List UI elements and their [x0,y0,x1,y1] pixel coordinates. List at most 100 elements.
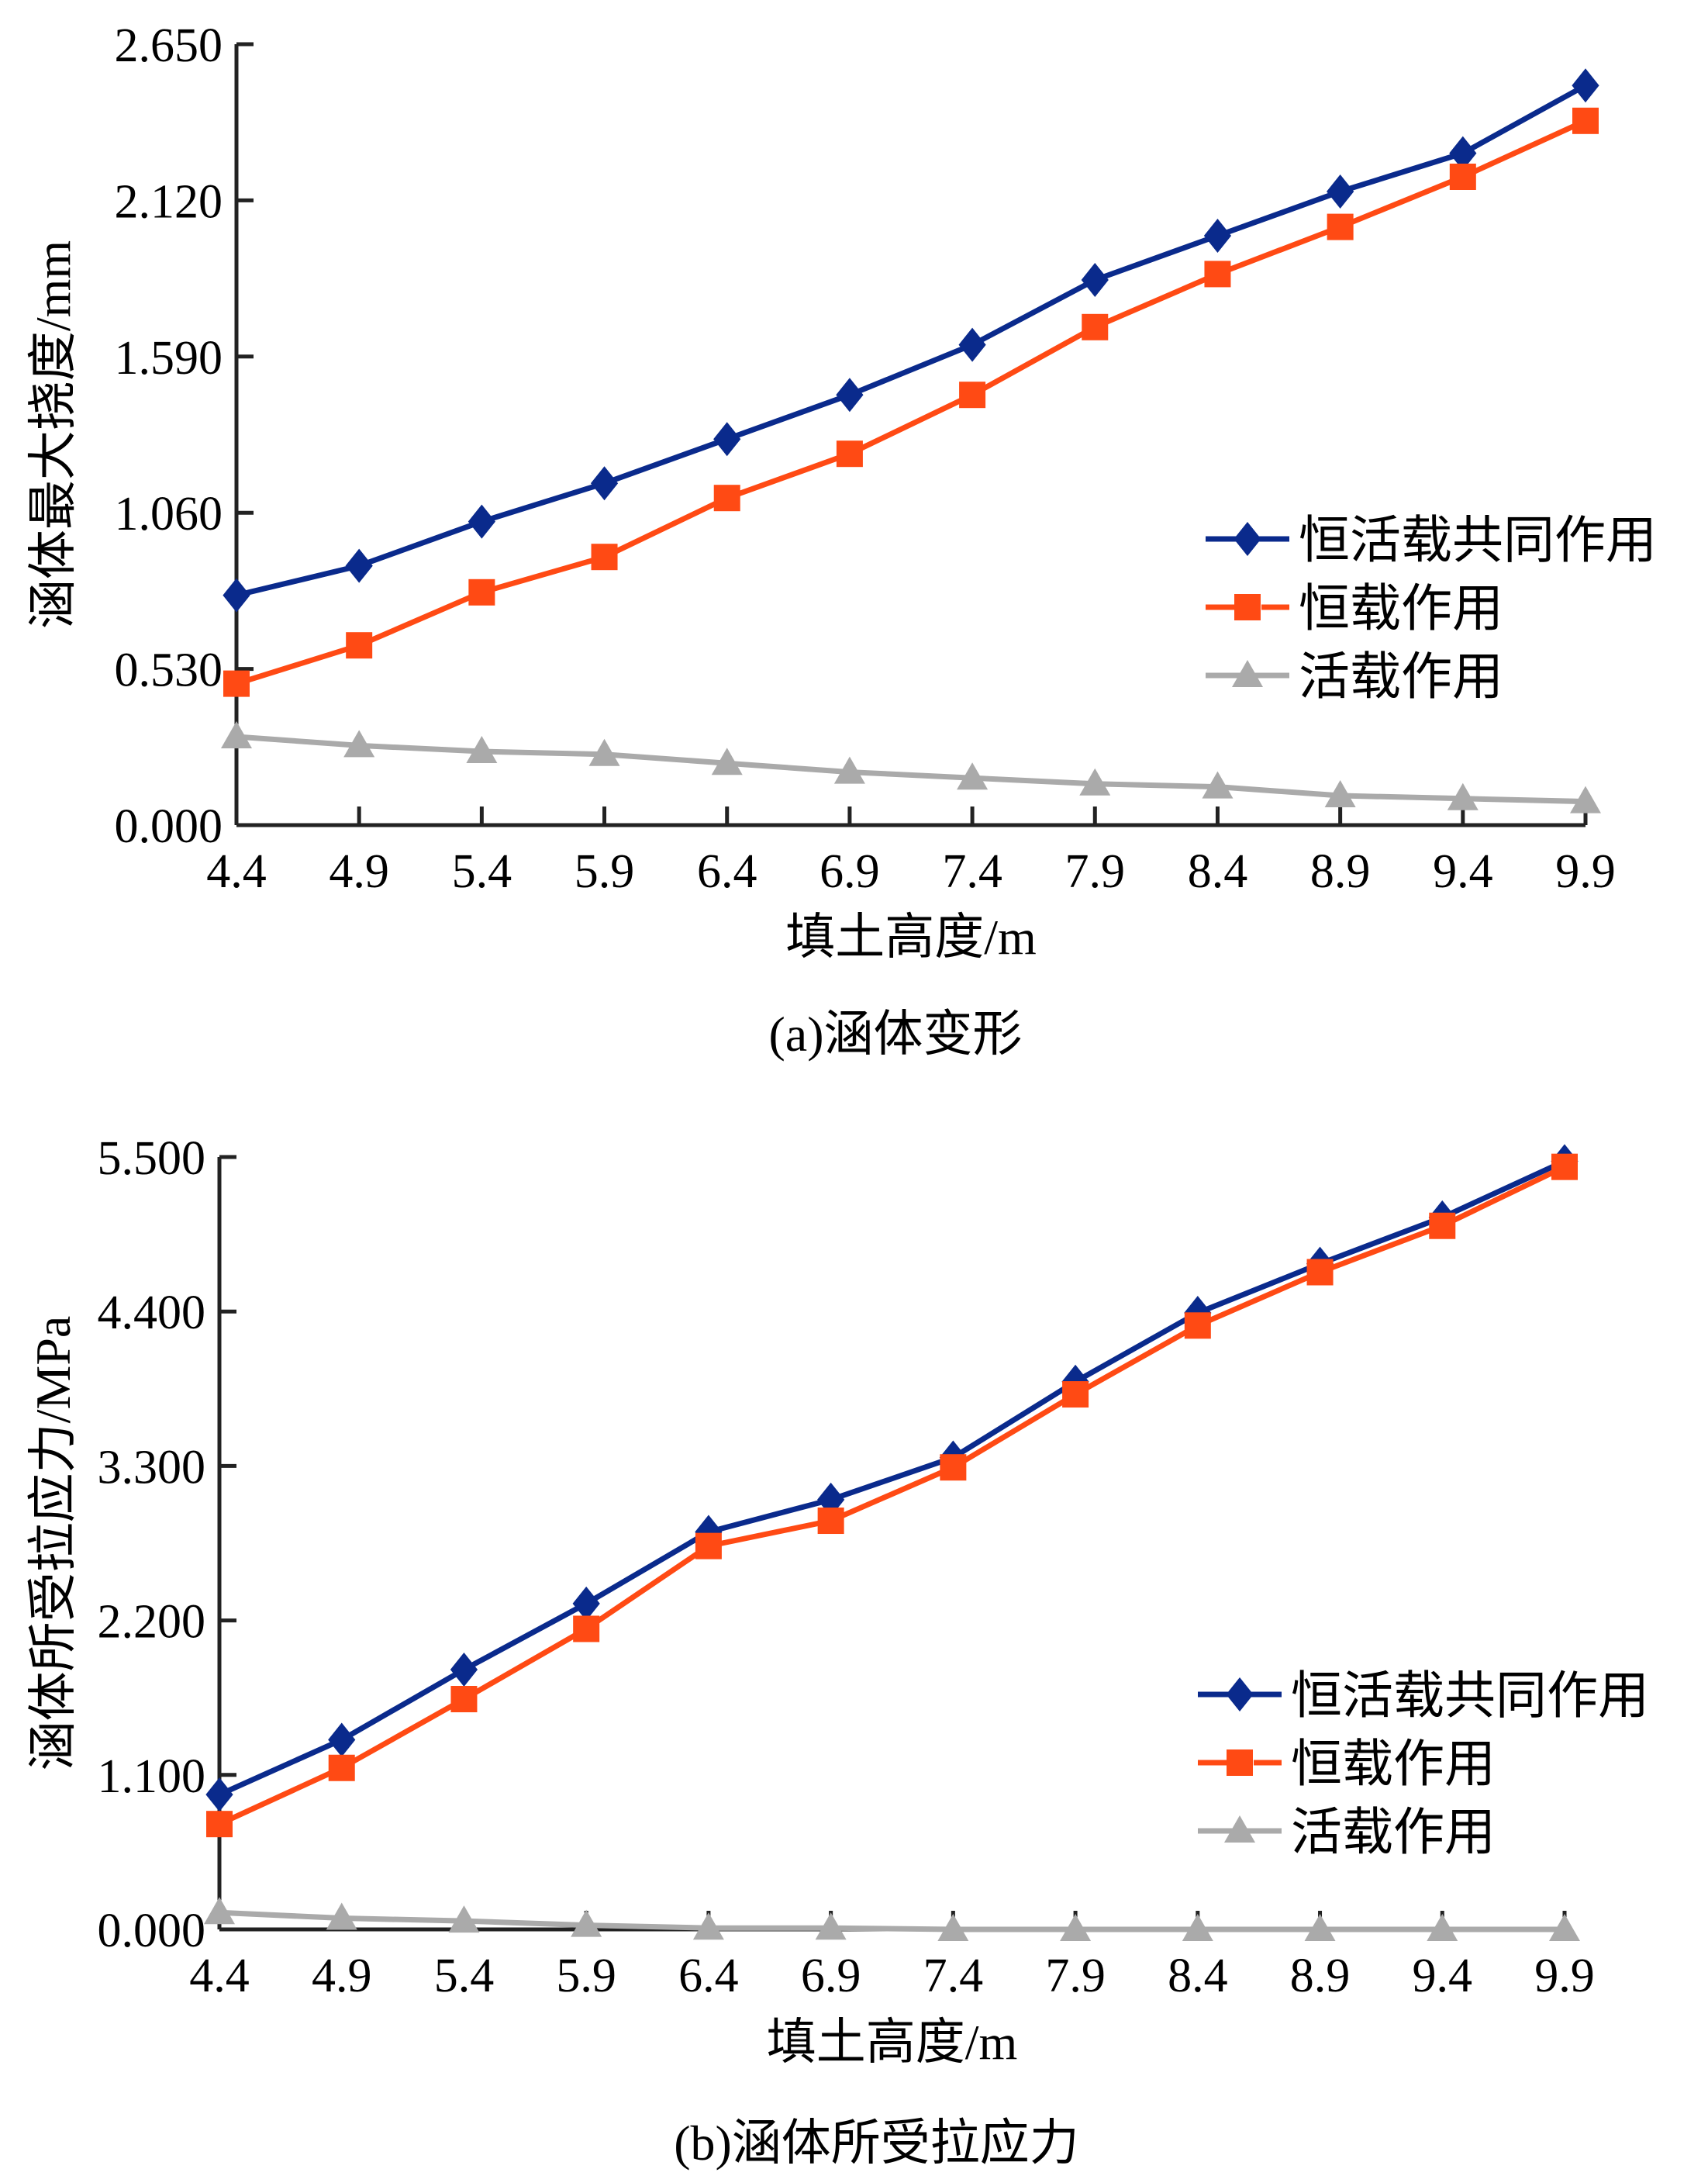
chart-b-y-axis-title: 涵体所受拉应力/MPa [26,1316,81,1771]
x-tick-label: 8.4 [1168,1950,1228,2002]
x-tick-label: 8.9 [1310,845,1371,898]
data-point-1 [1204,261,1231,288]
data-point-2 [204,1897,235,1925]
data-point-2 [1182,1914,1213,1941]
data-point-0 [1572,68,1599,103]
series-2 [204,1897,1580,1941]
data-point-0 [590,466,619,501]
x-tick-label: 4.4 [206,845,267,898]
data-point-0 [468,504,495,539]
data-point-2 [343,730,375,758]
legend-label: 恒活载共同作用 [1291,1668,1649,1725]
data-point-2 [1570,786,1601,813]
legend-label: 恒载作用 [1299,581,1503,637]
data-point-1 [1327,213,1354,240]
series-line-1 [235,118,1587,686]
chart-a-deformation: 0.000 0.530 1.060 1.590 2.120 2.650 4.4 4.9 5.4… [26,19,1657,1062]
data-point-1 [940,1454,967,1481]
data-point-1 [1572,107,1599,134]
y-tick-label: 2.120 [115,175,223,228]
x-tick-label: 9.9 [1555,845,1616,898]
series-line-2 [219,1909,1565,1932]
series-line-0 [218,1159,1566,1798]
data-point-0 [450,1652,478,1687]
chart-a-series [221,68,1601,813]
x-tick-label: 7.4 [942,845,1002,898]
series-line-1 [218,1164,1566,1827]
chart-b-y-ticks: 0.000 1.100 2.200 3.300 4.400 5.500 [98,1132,236,1957]
y-tick-label: 0.000 [115,800,223,853]
data-point-2 [588,738,620,766]
data-point-2 [221,721,252,748]
chart-b-caption: (b)涵体所受拉应力 [674,2116,1079,2171]
x-tick-label: 7.4 [923,1950,984,2002]
legend-marker-1 [1227,1749,1253,1776]
data-point-1 [1551,1153,1578,1180]
data-point-1 [1449,164,1476,190]
data-point-2 [1202,771,1234,799]
data-point-2 [815,1912,847,1940]
chart-b-x-ticks: 4.4 4.9 5.4 5.9 6.4 6.9 7.4 7.9 8.4 8.9 9.4 9.9 [189,1911,1595,2002]
data-point-2 [1549,1914,1580,1941]
x-tick-label: 5.4 [434,1950,495,2002]
data-point-2 [448,1905,480,1933]
chart-b-x-axis-title: 填土高度/m [767,2015,1018,2070]
data-point-0 [205,1777,233,1812]
x-tick-label: 9.4 [1413,1950,1473,2002]
data-point-2 [1447,782,1479,810]
data-point-0 [1203,219,1232,253]
series-0 [223,68,1599,613]
data-point-2 [1324,780,1356,807]
data-point-1 [817,1508,844,1535]
x-tick-label: 9.4 [1433,845,1493,898]
y-tick-label: 0.000 [98,1905,206,1957]
data-point-0 [1449,136,1477,171]
data-point-1 [695,1532,722,1559]
legend-label: 活载作用 [1299,649,1503,706]
x-tick-label: 8.4 [1188,845,1248,898]
data-point-1 [468,579,495,606]
data-point-0 [345,548,373,583]
legend-item-0: 恒活载共同作用 [1206,513,1657,569]
chart-a-y-ticks: 0.000 0.530 1.060 1.590 2.120 2.650 [115,19,254,853]
data-point-1 [836,440,863,468]
legend-marker-1 [1234,594,1261,620]
data-point-1 [591,544,618,571]
data-point-0 [1327,174,1354,209]
data-point-1 [450,1686,478,1713]
data-point-1 [1082,313,1109,340]
data-point-0 [572,1586,600,1621]
data-point-2 [833,756,865,784]
x-tick-label: 7.9 [1065,845,1126,898]
chart-b-tensile-stress: 0.000 1.100 2.200 3.300 4.400 5.500 4.4 4.9 5.4… [26,1132,1649,2171]
series-1 [223,107,1599,697]
data-point-1 [223,670,250,697]
legend-marker-2 [1224,1815,1255,1843]
data-point-2 [1304,1914,1336,1941]
y-tick-label: 2.650 [115,19,223,72]
legend-item-2: 活载作用 [1198,1805,1496,1861]
y-tick-label: 4.400 [98,1287,206,1339]
legend-item-2: 活载作用 [1206,649,1503,706]
data-point-1 [346,632,373,659]
chart-a-x-axis-title: 填土高度/m [785,910,1037,965]
data-point-0 [1081,263,1109,297]
series-1 [206,1153,1578,1838]
legend-label: 恒活载共同作用 [1299,513,1657,569]
x-tick-label: 5.9 [575,845,635,898]
data-point-1 [328,1754,355,1781]
data-point-0 [223,578,250,613]
legend-marker-0 [1234,522,1261,556]
data-point-2 [466,736,498,763]
data-point-2 [571,1909,602,1937]
data-point-0 [958,327,986,362]
x-tick-label: 4.9 [312,1950,372,2002]
series-2 [221,721,1601,813]
data-point-2 [937,1914,969,1941]
data-point-2 [1079,768,1111,796]
data-point-1 [1184,1312,1211,1339]
legend-label: 活载作用 [1291,1805,1496,1861]
x-tick-label: 6.4 [697,845,757,898]
